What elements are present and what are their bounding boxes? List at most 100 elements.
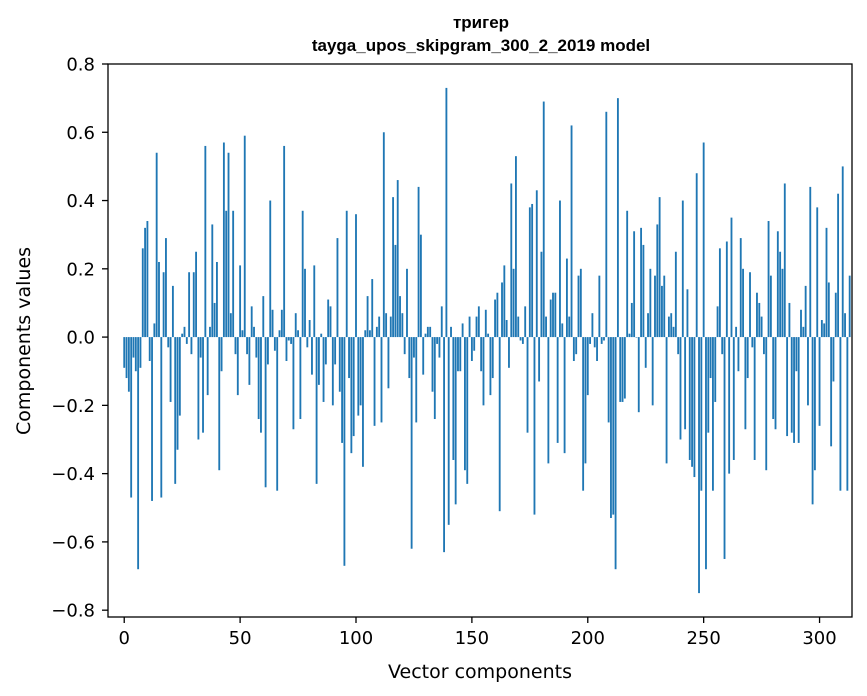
bar-82 bbox=[313, 265, 316, 338]
bar-132 bbox=[429, 326, 432, 338]
bar-195 bbox=[575, 337, 578, 355]
bar-275 bbox=[760, 316, 763, 338]
bar-158 bbox=[489, 337, 492, 396]
bar-32 bbox=[197, 337, 200, 440]
bar-292 bbox=[800, 309, 802, 338]
bar-273 bbox=[756, 292, 758, 338]
bar-253 bbox=[709, 337, 712, 379]
bar-234 bbox=[665, 337, 668, 464]
bar-107 bbox=[371, 279, 374, 338]
bar-286 bbox=[786, 337, 789, 437]
bar-265 bbox=[737, 337, 740, 372]
bar-197 bbox=[579, 268, 582, 338]
x-tick-label: 300 bbox=[802, 628, 836, 649]
bar-189 bbox=[561, 323, 564, 338]
bar-177 bbox=[533, 337, 536, 515]
bar-122 bbox=[406, 268, 408, 338]
bar-2 bbox=[127, 337, 130, 392]
bar-50 bbox=[239, 265, 242, 338]
bar-182 bbox=[545, 316, 547, 338]
bar-199 bbox=[584, 337, 587, 464]
bar-94 bbox=[341, 337, 344, 443]
bar-310 bbox=[841, 166, 844, 338]
bar-62 bbox=[267, 337, 269, 365]
bar-31 bbox=[195, 251, 197, 338]
bar-306 bbox=[832, 337, 835, 382]
x-axis-ticks: 0 50 100 150 200 250 300 bbox=[118, 617, 837, 649]
bar-274 bbox=[758, 302, 761, 338]
bar-129 bbox=[422, 337, 425, 375]
x-tick-label: 0 bbox=[118, 628, 129, 649]
bar-233 bbox=[663, 275, 666, 338]
bar-108 bbox=[373, 337, 376, 426]
bar-120 bbox=[401, 313, 404, 338]
bar-113 bbox=[385, 313, 388, 338]
bar-181 bbox=[542, 101, 545, 338]
bar-25 bbox=[181, 333, 184, 338]
bar-112 bbox=[382, 132, 385, 338]
bar-8 bbox=[141, 248, 144, 338]
bar-311 bbox=[844, 313, 846, 338]
bar-5 bbox=[134, 337, 137, 372]
bar-238 bbox=[674, 251, 677, 338]
bar-125 bbox=[413, 337, 415, 358]
bar-190 bbox=[563, 337, 566, 454]
bar-216 bbox=[623, 337, 626, 399]
bar-126 bbox=[415, 337, 418, 423]
bar-201 bbox=[589, 337, 592, 344]
bar-172 bbox=[521, 337, 524, 344]
bar-1 bbox=[125, 337, 128, 379]
bar-228 bbox=[651, 337, 654, 406]
bar-48 bbox=[234, 337, 237, 355]
bar-237 bbox=[672, 326, 675, 338]
bar-114 bbox=[387, 337, 390, 389]
bar-277 bbox=[765, 337, 768, 471]
bar-149 bbox=[468, 316, 471, 338]
bar-289 bbox=[793, 337, 795, 443]
y-axis-ticks: −0.8 −0.6 −0.4 −0.2 0.0 0.2 0.4 0.6 0.8 bbox=[51, 55, 108, 622]
x-tick-label: 150 bbox=[455, 628, 489, 649]
bar-297 bbox=[811, 337, 814, 505]
bar-99 bbox=[352, 337, 355, 437]
y-tick-label: 0.8 bbox=[66, 55, 95, 76]
bar-70 bbox=[285, 337, 288, 361]
bar-243 bbox=[686, 289, 689, 338]
bar-36 bbox=[206, 337, 209, 396]
bar-290 bbox=[795, 337, 798, 372]
bar-115 bbox=[389, 316, 392, 338]
bar-178 bbox=[535, 190, 538, 338]
bar-23 bbox=[176, 337, 179, 450]
bar-46 bbox=[229, 313, 232, 338]
bar-185 bbox=[552, 292, 554, 338]
bar-104 bbox=[364, 330, 367, 338]
y-tick-label: 0.2 bbox=[66, 259, 95, 280]
bar-13 bbox=[153, 323, 156, 338]
y-tick-label: −0.8 bbox=[51, 601, 95, 622]
y-axis-label: Components values bbox=[13, 247, 35, 435]
bar-123 bbox=[408, 337, 411, 379]
bar-87 bbox=[324, 337, 327, 365]
bar-279 bbox=[769, 275, 772, 338]
bar-47 bbox=[232, 210, 235, 338]
bar-117 bbox=[394, 244, 397, 338]
bar-299 bbox=[816, 207, 819, 338]
bar-26 bbox=[183, 326, 186, 338]
bar-231 bbox=[658, 197, 661, 338]
bar-90 bbox=[331, 337, 334, 406]
bar-79 bbox=[306, 337, 309, 348]
bar-19 bbox=[167, 337, 170, 348]
bar-10 bbox=[146, 221, 149, 338]
bar-0 bbox=[123, 337, 126, 368]
bar-7 bbox=[139, 337, 142, 368]
bar-213 bbox=[616, 98, 619, 338]
bar-212 bbox=[614, 337, 617, 570]
bar-54 bbox=[248, 337, 251, 385]
bar-66 bbox=[276, 337, 279, 491]
bar-204 bbox=[596, 337, 598, 361]
bar-67 bbox=[278, 330, 281, 338]
bar-39 bbox=[213, 302, 216, 338]
bar-165 bbox=[505, 320, 508, 338]
bar-257 bbox=[718, 248, 721, 338]
bar-57 bbox=[255, 337, 258, 358]
bar-134 bbox=[433, 337, 436, 420]
